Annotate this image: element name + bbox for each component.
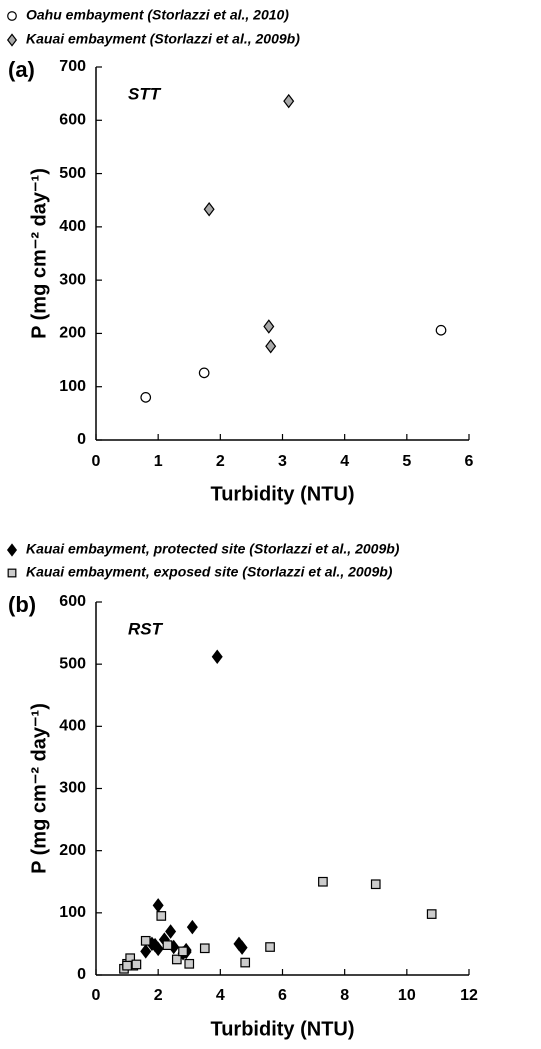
x-tick-label: 4 (216, 987, 225, 1004)
y-tick-label: 300 (59, 780, 86, 797)
legend-marker (7, 11, 17, 21)
y-tick-label: 0 (77, 966, 86, 983)
x-tick-label: 5 (402, 453, 411, 470)
y-axis-title: P (mg cm⁻² day⁻¹) (28, 703, 50, 874)
x-tick-label: 2 (154, 987, 163, 1004)
annotation: STT (128, 84, 162, 103)
point (265, 338, 277, 354)
x-tick-label: 4 (340, 453, 349, 470)
y-tick-label: 0 (77, 431, 86, 448)
point (435, 324, 447, 336)
point (184, 958, 195, 969)
x-tick-label: 3 (278, 453, 287, 470)
legend-label: Kauai embayment (Storlazzi et al., 2009b… (26, 31, 300, 47)
legend-label: Kauai embayment, exposed site (Storlazzi… (26, 564, 393, 580)
point (283, 93, 295, 109)
point (140, 935, 151, 946)
point (162, 940, 173, 951)
point (265, 942, 275, 952)
point (171, 954, 182, 965)
legend-marker (6, 543, 18, 557)
x-tick-label: 12 (460, 987, 478, 1004)
annotation: RST (128, 619, 164, 638)
y-axis-title: P (mg cm⁻² day⁻¹) (28, 168, 50, 339)
point (203, 202, 215, 217)
point (263, 319, 275, 334)
point (186, 919, 198, 935)
point (240, 957, 251, 968)
point (140, 392, 152, 403)
point (370, 879, 381, 890)
y-tick-label: 200 (59, 325, 86, 342)
x-tick-label: 0 (92, 453, 101, 470)
legend-marker (6, 33, 18, 47)
point (318, 876, 328, 887)
panel-label: (b) (8, 592, 36, 617)
y-tick-label: 600 (59, 112, 86, 129)
point (426, 909, 437, 919)
y-tick-label: 300 (59, 271, 86, 288)
x-tick-label: 10 (398, 987, 416, 1004)
y-tick-label: 500 (59, 165, 86, 182)
legend-label: Kauai embayment, protected site (Storlaz… (26, 541, 400, 557)
x-axis-title: Turbidity (NTU) (210, 1018, 354, 1040)
y-tick-label: 100 (59, 904, 86, 921)
legend-label: Oahu embayment (Storlazzi et al., 2010) (26, 7, 289, 23)
point (156, 911, 167, 921)
y-tick-label: 400 (59, 218, 86, 235)
legend-marker (7, 568, 17, 578)
x-tick-label: 8 (340, 987, 349, 1004)
point (199, 943, 210, 954)
y-tick-label: 700 (59, 58, 86, 75)
x-tick-label: 1 (154, 453, 163, 470)
point (178, 946, 188, 957)
point (198, 367, 210, 379)
point (236, 940, 248, 955)
y-tick-label: 100 (59, 378, 86, 395)
x-tick-label: 0 (92, 987, 101, 1004)
y-tick-label: 500 (59, 655, 86, 672)
panel-label: (a) (8, 57, 35, 82)
y-tick-label: 600 (59, 593, 86, 610)
x-tick-label: 6 (278, 987, 287, 1004)
point (165, 924, 177, 939)
point (211, 649, 223, 664)
point (140, 944, 152, 959)
y-tick-label: 400 (59, 718, 86, 735)
x-tick-label: 2 (216, 453, 225, 470)
point (152, 898, 164, 913)
x-axis-title: Turbidity (NTU) (210, 483, 354, 505)
y-tick-label: 200 (59, 842, 86, 859)
point (122, 960, 132, 971)
x-tick-label: 6 (465, 453, 474, 470)
point (131, 959, 142, 970)
